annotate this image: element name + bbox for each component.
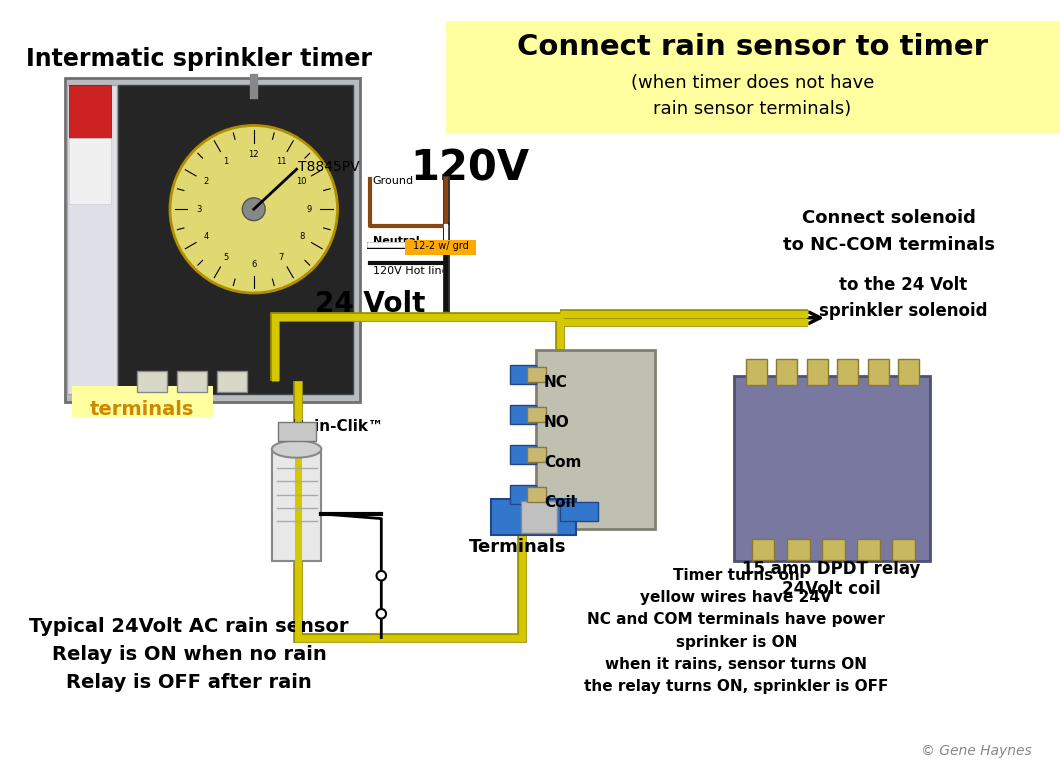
Text: NC: NC [544, 375, 568, 390]
Text: to the 24 Volt
sprinkler solenoid: to the 24 Volt sprinkler solenoid [818, 276, 987, 321]
Bar [510, 365, 536, 384]
Text: 8: 8 [299, 232, 304, 241]
Bar [527, 407, 546, 423]
Text: terminals: terminals [90, 400, 195, 419]
Bar [510, 405, 536, 424]
Text: 10: 10 [297, 177, 306, 186]
Circle shape [376, 609, 386, 619]
Text: 7: 7 [279, 252, 284, 262]
Bar [69, 85, 111, 138]
Bar [72, 387, 213, 417]
Bar [527, 447, 546, 463]
Text: (when timer does not have
rain sensor terminals): (when timer does not have rain sensor te… [631, 74, 874, 118]
Text: 12: 12 [248, 150, 259, 158]
Bar [216, 371, 247, 392]
Bar [527, 487, 546, 503]
Text: T8845PV: T8845PV [298, 160, 359, 174]
Bar [735, 376, 930, 561]
Bar [893, 539, 916, 560]
Text: 120V Hot line: 120V Hot line [373, 267, 448, 276]
Text: Terminals: Terminals [469, 538, 566, 556]
Circle shape [243, 198, 265, 220]
Text: 11: 11 [276, 157, 286, 166]
Bar [66, 78, 360, 401]
Text: Intermatic sprinkler timer: Intermatic sprinkler timer [25, 47, 372, 71]
Text: 120V: 120V [410, 147, 529, 190]
Bar [536, 350, 655, 529]
Bar [746, 359, 766, 386]
Text: 1: 1 [224, 157, 229, 166]
Bar [822, 539, 845, 560]
Circle shape [376, 571, 386, 580]
Text: Coil: Coil [544, 495, 576, 510]
Text: Connect solenoid
to NC-COM terminals: Connect solenoid to NC-COM terminals [782, 209, 994, 254]
Text: 4: 4 [204, 232, 209, 241]
Text: 3: 3 [196, 205, 201, 214]
Text: Rain-Clik™: Rain-Clik™ [293, 419, 384, 434]
Bar [446, 20, 1060, 133]
Text: 6: 6 [251, 260, 257, 269]
Bar [118, 85, 353, 394]
Bar [67, 85, 117, 394]
Bar [510, 445, 536, 464]
Text: 24 Volt: 24 Volt [315, 290, 425, 318]
Text: © Gene Haynes: © Gene Haynes [921, 744, 1031, 758]
Bar [177, 371, 207, 392]
Text: 2: 2 [204, 177, 209, 186]
Bar [837, 359, 859, 386]
Circle shape [170, 125, 337, 293]
Bar [405, 240, 477, 255]
Text: Timer turns on
yellow wires have 24V
NC and COM terminals have power
sprinker is: Timer turns on yellow wires have 24V NC … [584, 568, 888, 694]
Bar [137, 371, 167, 392]
Text: Connect rain sensor to timer: Connect rain sensor to timer [517, 33, 988, 61]
Text: 15 amp DPDT relay
24Volt coil: 15 amp DPDT relay 24Volt coil [742, 560, 921, 598]
Text: NO: NO [544, 415, 570, 430]
Ellipse shape [271, 441, 321, 458]
Bar [807, 359, 828, 386]
Bar [787, 539, 810, 560]
Bar [898, 359, 919, 386]
Text: 5: 5 [224, 252, 229, 262]
Bar [776, 359, 797, 386]
Text: Neutral: Neutral [373, 236, 420, 246]
Bar [491, 499, 577, 535]
Bar [858, 539, 880, 560]
Bar [561, 503, 598, 521]
Text: Com: Com [544, 455, 582, 470]
Bar [510, 485, 536, 504]
Bar [522, 500, 558, 533]
Bar [527, 367, 546, 383]
Bar [271, 452, 321, 561]
Bar [69, 138, 111, 205]
Text: Ground: Ground [373, 176, 413, 186]
Text: 12-2 w/ grd: 12-2 w/ grd [413, 241, 470, 251]
Text: Typical 24Volt AC rain sensor
Relay is ON when no rain
Relay is OFF after rain: Typical 24Volt AC rain sensor Relay is O… [30, 617, 349, 691]
Bar [868, 359, 888, 386]
Text: 9: 9 [306, 205, 312, 214]
Bar [278, 423, 316, 441]
Bar [752, 539, 775, 560]
